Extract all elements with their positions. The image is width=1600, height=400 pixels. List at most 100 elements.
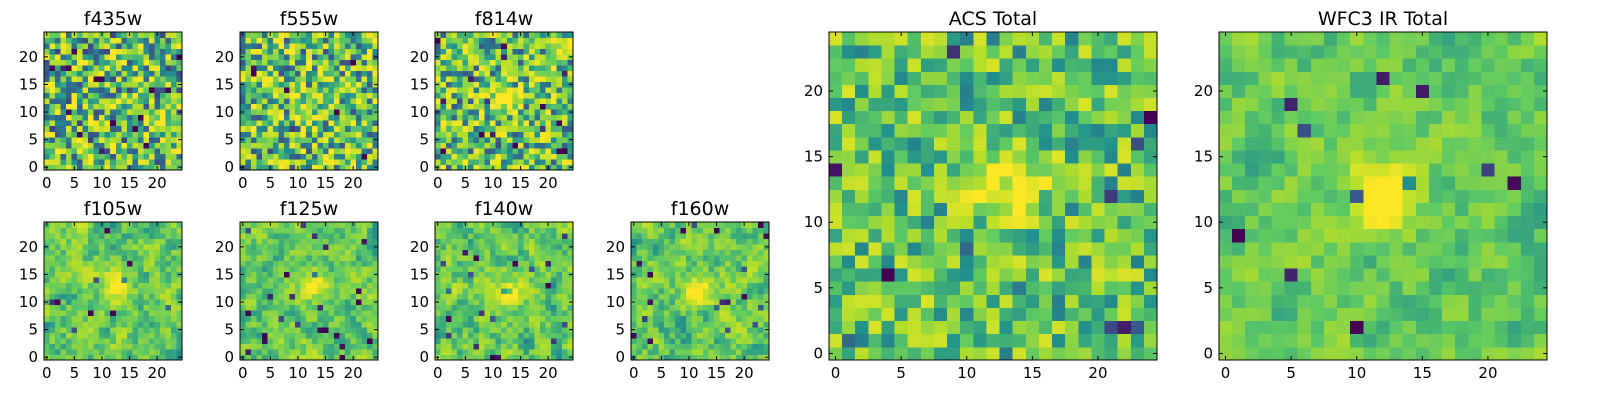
heatmap-cell xyxy=(534,81,541,88)
heatmap-cell xyxy=(278,65,285,72)
heatmap-cell xyxy=(462,153,469,160)
heatmap-cell xyxy=(697,255,704,262)
heatmap-cell xyxy=(446,337,452,344)
heatmap-cell xyxy=(115,136,122,143)
heatmap-cell xyxy=(159,142,166,149)
heatmap-cell xyxy=(669,271,676,278)
heatmap-cell xyxy=(251,65,257,72)
heatmap-cell xyxy=(550,277,557,284)
heatmap-cell xyxy=(675,321,682,328)
heatmap-cell xyxy=(121,43,128,49)
heatmap-cell xyxy=(506,244,513,250)
heatmap-cell xyxy=(567,147,574,154)
heatmap-cell xyxy=(567,304,574,311)
heatmap-cell xyxy=(170,92,177,99)
heatmap-cell xyxy=(473,227,480,234)
heatmap-cell xyxy=(165,103,172,110)
panel-frame-f435w xyxy=(43,31,183,171)
heatmap-cell xyxy=(361,293,368,300)
heatmap-cell xyxy=(534,277,541,284)
heatmap-cell xyxy=(550,147,557,154)
heatmap-cell xyxy=(702,310,709,317)
heatmap-cell xyxy=(126,282,133,289)
heatmap-cell xyxy=(289,293,296,300)
heatmap-cell xyxy=(372,288,379,295)
heatmap-cell xyxy=(528,153,535,160)
y-tick-label: 20 xyxy=(606,238,625,256)
heatmap-cell xyxy=(262,81,268,88)
heatmap-cell xyxy=(741,277,748,284)
heatmap-cell xyxy=(60,87,67,94)
heatmap-cell xyxy=(697,260,704,267)
heatmap-cell xyxy=(300,326,307,333)
heatmap-cell xyxy=(71,131,78,138)
heatmap-cell xyxy=(82,114,89,121)
heatmap-cell xyxy=(473,103,480,110)
heatmap-cell xyxy=(691,255,698,262)
heatmap-cell xyxy=(322,299,329,306)
heatmap-cell xyxy=(148,354,155,361)
heatmap-cell xyxy=(355,54,362,60)
heatmap-cell xyxy=(1052,255,1066,269)
heatmap-cell xyxy=(829,176,843,190)
heatmap-cell xyxy=(300,120,307,127)
heatmap-cell xyxy=(528,299,535,306)
heatmap-cell xyxy=(60,147,67,154)
heatmap-cell xyxy=(93,87,100,94)
heatmap-cell xyxy=(933,163,948,177)
panel-title-f435w: f435w xyxy=(84,8,143,30)
heatmap-cell xyxy=(104,87,111,94)
heatmap-cell xyxy=(267,98,274,105)
heatmap-cell xyxy=(473,59,480,66)
heatmap-cell xyxy=(267,238,274,245)
heatmap-cell xyxy=(653,354,659,361)
heatmap-cell xyxy=(741,304,748,311)
heatmap-cell xyxy=(479,260,486,267)
heatmap-cell xyxy=(99,109,106,116)
heatmap-cell xyxy=(121,147,128,154)
heatmap-cell xyxy=(154,227,161,234)
heatmap-cell xyxy=(99,92,106,99)
heatmap-cell xyxy=(556,136,563,143)
heatmap-cell xyxy=(631,332,637,339)
heatmap-cell xyxy=(752,304,759,311)
heatmap-cell xyxy=(647,233,654,239)
heatmap-cell xyxy=(462,103,469,110)
heatmap-cell xyxy=(664,321,671,328)
heatmap-cell xyxy=(170,227,177,234)
heatmap-cell xyxy=(933,294,948,308)
heatmap-cell xyxy=(468,310,475,317)
heatmap-cell xyxy=(561,266,568,273)
heatmap-cell xyxy=(262,222,268,228)
heatmap-cell xyxy=(148,48,155,55)
heatmap-cell xyxy=(300,98,307,105)
heatmap-cell xyxy=(328,255,335,262)
x-tick-label: 20 xyxy=(148,174,167,192)
heatmap-cell xyxy=(512,277,519,284)
heatmap-cell xyxy=(262,120,268,127)
heatmap-cell xyxy=(517,271,524,278)
heatmap-cell xyxy=(1012,215,1027,230)
heatmap-cell xyxy=(473,304,480,311)
heatmap-cell xyxy=(82,222,89,228)
heatmap-cell xyxy=(855,202,869,217)
heatmap-cell xyxy=(289,354,296,361)
heatmap-cell xyxy=(361,43,368,49)
heatmap-cell xyxy=(1052,176,1066,190)
heatmap-cell xyxy=(350,293,357,300)
heatmap-cell xyxy=(115,271,122,278)
heatmap-cell xyxy=(735,222,742,228)
heatmap-cell xyxy=(273,293,280,300)
heatmap-cell xyxy=(881,163,895,177)
heatmap-cell xyxy=(636,304,643,311)
heatmap-cell xyxy=(534,147,541,154)
heatmap-cell xyxy=(960,215,974,230)
heatmap-cell xyxy=(1130,268,1145,282)
heatmap-cell xyxy=(868,294,882,308)
heatmap-cell xyxy=(110,288,117,295)
heatmap-cell xyxy=(658,249,665,256)
heatmap-cell xyxy=(757,233,764,239)
heatmap-cell xyxy=(539,147,546,154)
heatmap-cell xyxy=(289,59,296,66)
heatmap-cell xyxy=(110,249,117,256)
